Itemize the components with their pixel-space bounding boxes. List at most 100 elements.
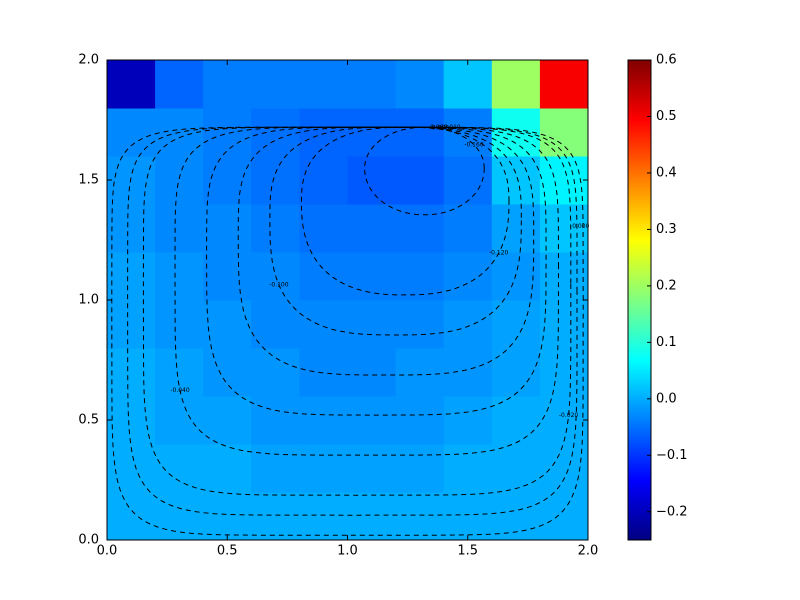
x-tick-label: 0.0 [97, 544, 118, 559]
contour-line [142, 126, 572, 496]
contour-label: -0.100 [269, 281, 289, 288]
contour-label: -0.120 [489, 250, 509, 257]
heatmap-cell [395, 156, 445, 205]
heatmap-cell [107, 108, 156, 157]
heatmap-cell [491, 60, 541, 109]
heatmap-cell [155, 396, 204, 445]
contour-label: -0.020 [559, 412, 579, 419]
y-tick-label: 2.0 [78, 53, 99, 68]
heatmap-cell [491, 252, 541, 301]
heatmap-cell [251, 492, 300, 540]
contour-label: -0.080 [430, 125, 450, 132]
heatmap-cell [155, 60, 204, 109]
heatmap-cell [251, 60, 300, 109]
heatmap-cell [107, 252, 156, 301]
heatmap-cell [107, 300, 156, 349]
heatmap-cell [299, 60, 348, 109]
colorbar-tick-label: −0.1 [656, 448, 688, 463]
axes: 0.0 0.5 1.0 1.5 2.0 0.0 0.5 1.0 1.5 2.0 −0.2 −0.1 0.… [78, 53, 687, 559]
heatmap-cell [299, 108, 348, 157]
colorbar-tick-label: 0.2 [656, 278, 677, 293]
heatmap-cell [107, 348, 156, 397]
heatmap-cell [299, 156, 348, 205]
heatmap-cell [299, 252, 348, 301]
heatmap-cell [299, 444, 348, 493]
contour-line [269, 126, 522, 336]
heatmap-cell [107, 204, 156, 253]
heatmap-cell [491, 444, 541, 493]
x-tick-label: 0.5 [217, 544, 238, 559]
heatmap-cell [539, 492, 588, 540]
colorbar-tick-label: 0.5 [656, 109, 677, 124]
heatmap-cell [491, 396, 541, 445]
heatmap-cell [347, 204, 397, 253]
heatmap-cell [347, 156, 397, 205]
heatmap-cell [443, 300, 493, 349]
colorbar-tick-label: 0.1 [656, 335, 677, 350]
heatmap-cell [395, 300, 445, 349]
y-tick-label: 0.0 [78, 533, 99, 548]
heatmap-cell [539, 300, 588, 349]
heatmap-cell [155, 348, 204, 397]
heatmap-cell [539, 108, 588, 157]
heatmap-cell [395, 60, 445, 109]
heatmap-cell [539, 60, 588, 109]
heatmap-cell [107, 60, 156, 109]
heatmap-cell [443, 156, 493, 205]
heatmap-cell [539, 252, 588, 301]
heatmap-cell [443, 348, 493, 397]
heatmap-cell [443, 492, 493, 540]
heatmap-cell [155, 156, 204, 205]
heatmap-cell [539, 348, 588, 397]
colorbar [627, 59, 652, 541]
heatmap-cell [251, 396, 300, 445]
heatmap-cell [203, 108, 252, 157]
colorbar-tick-label: 0.0 [656, 391, 677, 406]
heatmap-cell [491, 204, 541, 253]
heatmap-cell [395, 348, 445, 397]
x-tick-label: 1.5 [457, 544, 478, 559]
heatmap-cell [107, 156, 156, 205]
heatmap-cell [539, 156, 588, 205]
heatmap-cell [155, 300, 204, 349]
heatmap-cell [155, 204, 204, 253]
y-tick-label: 1.0 [78, 293, 99, 308]
contour-line [237, 126, 535, 376]
colorbar-tick-label: 0.3 [656, 222, 677, 237]
heatmap-cell [347, 348, 397, 397]
contour-label: -0.040 [170, 387, 190, 394]
colorbar-tick-label: 0.4 [656, 165, 677, 180]
heatmap-cell [443, 252, 493, 301]
heatmap-cell [347, 492, 397, 540]
heatmap-cell [251, 156, 300, 205]
heatmap-cell [155, 252, 204, 301]
contour-line [206, 126, 547, 416]
heatmap-cell [539, 204, 588, 253]
heatmap-cell [251, 348, 300, 397]
heatmap-cell [251, 444, 300, 493]
heatmap-cell [443, 60, 493, 109]
heatmap-cell [347, 396, 397, 445]
contour-line [174, 126, 560, 456]
heatmap-cell [155, 444, 204, 493]
x-tick-label: 1.0 [337, 544, 358, 559]
heatmap-cell [203, 444, 252, 493]
colorbar-tick-label: 0.6 [656, 53, 677, 68]
heatmap-cell [443, 396, 493, 445]
heatmap-cell [251, 108, 300, 157]
heatmap-cell [107, 396, 156, 445]
heatmap-cell [395, 444, 445, 493]
heatmap-cell [443, 204, 493, 253]
heatmap-cell [395, 396, 445, 445]
contour-label: 0.000 [572, 223, 589, 230]
heatmap-cell [347, 60, 397, 109]
heatmap-cell [251, 204, 300, 253]
heatmap-cell [155, 492, 204, 540]
heatmap-cell [203, 156, 252, 205]
heatmap-cell [251, 300, 300, 349]
heatmap-cell [203, 204, 252, 253]
y-tick-label: 1.5 [78, 173, 99, 188]
heatmap-cell [203, 300, 252, 349]
y-tick-label: 0.5 [78, 413, 99, 428]
